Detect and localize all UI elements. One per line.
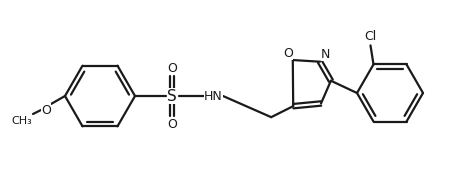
Text: O: O bbox=[283, 46, 292, 60]
Text: CH₃: CH₃ bbox=[12, 116, 32, 126]
Text: Cl: Cl bbox=[365, 30, 377, 43]
Text: HN: HN bbox=[204, 90, 222, 103]
Text: N: N bbox=[321, 48, 330, 61]
Text: O: O bbox=[41, 103, 51, 116]
Text: O: O bbox=[167, 62, 177, 74]
Text: S: S bbox=[167, 89, 177, 103]
Text: O: O bbox=[167, 117, 177, 131]
